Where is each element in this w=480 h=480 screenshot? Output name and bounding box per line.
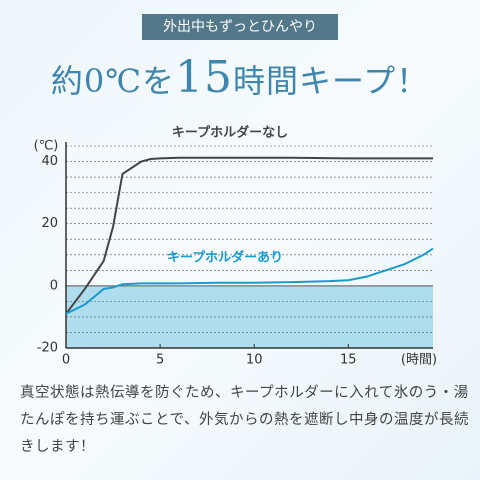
y-unit-label: (℃): [34, 139, 59, 154]
series-line: [65, 156, 433, 315]
series-line: [65, 247, 434, 315]
headline-part: 約0℃を: [50, 62, 176, 100]
headline: 約0℃を15時間キープ！: [0, 52, 480, 103]
below-zero-area: [66, 285, 433, 348]
y-tick-label: -20: [37, 341, 58, 356]
x-tick-label: 10: [246, 353, 263, 368]
description: 真空状態は熱伝導を防ぐため、キープホルダーに入れて氷のう・湯たんぽを持ち運ぶこと…: [20, 385, 469, 455]
y-tick-label: 40: [41, 154, 58, 169]
headline-part: 15: [175, 52, 234, 103]
series-label: キープホルダーなし: [172, 125, 288, 141]
x-unit-label: (時間): [401, 353, 437, 368]
y-tick-label: 0: [50, 278, 58, 293]
x-tick-label: 0: [62, 353, 70, 368]
y-tick-label: 20: [41, 216, 58, 231]
series-label: キープホルダーあり: [167, 250, 283, 266]
badge: 外出中もずっとひんやり: [142, 14, 338, 40]
x-tick-label: 15: [340, 353, 357, 368]
x-tick-label: 5: [156, 353, 164, 368]
headline-part: 時間キープ！: [233, 62, 430, 100]
